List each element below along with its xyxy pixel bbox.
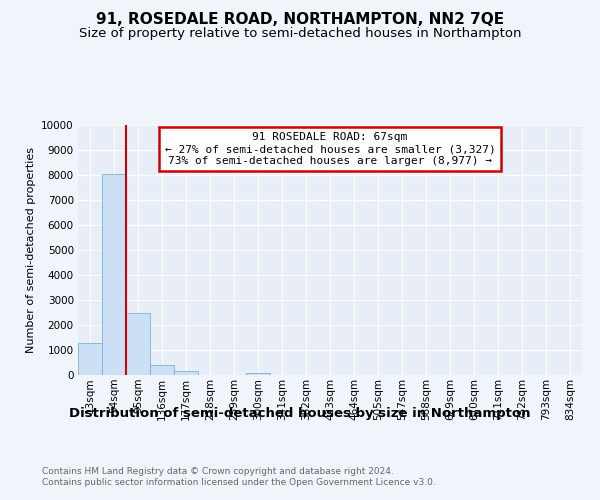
Text: 91 ROSEDALE ROAD: 67sqm
← 27% of semi-detached houses are smaller (3,327)
73% of: 91 ROSEDALE ROAD: 67sqm ← 27% of semi-de… [164,132,496,166]
Bar [174,371,198,375]
Text: Distribution of semi-detached houses by size in Northampton: Distribution of semi-detached houses by … [69,408,531,420]
Bar [126,312,150,375]
Text: 91, ROSEDALE ROAD, NORTHAMPTON, NN2 7QE: 91, ROSEDALE ROAD, NORTHAMPTON, NN2 7QE [96,12,504,28]
Text: Size of property relative to semi-detached houses in Northampton: Size of property relative to semi-detach… [79,28,521,40]
Bar [102,174,126,375]
Bar [246,373,270,375]
Y-axis label: Number of semi-detached properties: Number of semi-detached properties [26,147,35,353]
Bar [150,365,174,375]
Text: Contains HM Land Registry data © Crown copyright and database right 2024.
Contai: Contains HM Land Registry data © Crown c… [42,468,436,487]
Bar [78,342,102,375]
